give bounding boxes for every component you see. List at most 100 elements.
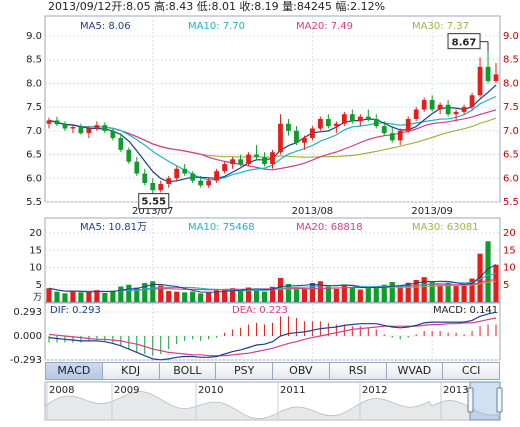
candle-body xyxy=(182,168,188,174)
tab-macd[interactable]: MACD xyxy=(45,362,103,380)
price-tick-right: 8.0 xyxy=(503,78,519,89)
overview-handle-right xyxy=(496,387,503,413)
volume-bar xyxy=(373,286,379,302)
overview-handle-left xyxy=(467,387,474,413)
overview-year-label: 2013 xyxy=(443,385,468,396)
candle-body xyxy=(78,127,84,134)
volume-bar xyxy=(309,283,316,302)
price-tick-left: 6.0 xyxy=(26,173,42,184)
candle-body xyxy=(118,137,124,150)
volume-bar xyxy=(62,293,68,302)
candle-body xyxy=(262,156,267,165)
candle-body xyxy=(62,124,68,129)
volume-bar xyxy=(453,286,459,302)
max-box xyxy=(447,33,481,50)
volume-bar xyxy=(445,283,451,302)
volume-bar xyxy=(269,286,276,302)
volume-bar xyxy=(341,284,347,302)
tab-obv[interactable]: OBV xyxy=(273,362,330,380)
volume-tick-right: 20 xyxy=(503,228,516,239)
price-tick-left: 6.5 xyxy=(26,150,42,161)
volume-bar xyxy=(150,281,156,302)
volume-bar xyxy=(317,281,323,302)
ma-legend-3: MA30: 7.37 xyxy=(412,21,469,32)
macd-tick: -0.293 xyxy=(10,355,42,366)
volume-bar xyxy=(158,285,164,302)
price-tick-left: 5.5 xyxy=(26,197,42,208)
volume-bar xyxy=(110,290,116,302)
candle-body xyxy=(318,119,323,129)
tab-wvad[interactable]: WVAD xyxy=(386,362,444,380)
volume-bar xyxy=(461,284,467,302)
price-tick-left: 9.0 xyxy=(26,31,42,42)
volume-bar xyxy=(86,291,92,302)
candle-body xyxy=(294,130,299,143)
max-label: 8.67 xyxy=(452,38,477,49)
volume-bar xyxy=(293,288,300,302)
candle-body xyxy=(405,119,411,131)
candle-body xyxy=(373,119,379,127)
volume-bar xyxy=(46,288,52,302)
candle-body xyxy=(158,183,164,191)
macd-panel-frame xyxy=(44,302,501,361)
volume-bar xyxy=(429,281,435,302)
month-label: 2013/09 xyxy=(411,206,453,217)
candle-body xyxy=(477,66,483,96)
tab-boll[interactable]: BOLL xyxy=(159,362,217,380)
volume-bar xyxy=(245,287,252,302)
price-tick-right: 6.5 xyxy=(503,150,519,161)
candle-body xyxy=(397,130,403,141)
candle-body xyxy=(302,137,307,143)
candle-body xyxy=(278,123,283,153)
volume-bar xyxy=(261,291,268,302)
dea-legend: DEA: 0.223 xyxy=(232,305,288,316)
quote-header: 2013/09/12开:8.05 高:8.43 低:8.01 收:8.19 量:… xyxy=(48,0,385,13)
candle-body xyxy=(357,116,363,122)
volume-bar xyxy=(477,253,483,302)
volume-bar xyxy=(134,287,140,302)
macd-tick: 0.000 xyxy=(13,331,42,342)
overview-year-label: 2009 xyxy=(114,385,139,396)
candle-body xyxy=(110,130,116,138)
candle-body xyxy=(413,109,419,119)
price-tick-left: 7.0 xyxy=(26,126,42,137)
candle-body xyxy=(142,173,148,184)
candle-body xyxy=(429,100,435,110)
volume-bar xyxy=(349,287,355,302)
candle-body xyxy=(134,161,140,174)
volume-bar xyxy=(397,286,403,302)
tab-cci[interactable]: CCI xyxy=(443,362,500,380)
vol-legend-2: MA20: 68818 xyxy=(296,222,363,233)
candle-body xyxy=(126,149,132,162)
volume-unit: 万 xyxy=(33,293,42,303)
dif-line xyxy=(48,311,497,361)
candle-body xyxy=(421,100,427,110)
candle-body xyxy=(349,114,355,122)
volume-bar xyxy=(301,288,308,302)
candle-body xyxy=(246,154,251,165)
indicator-tabs: MACD KDJ BOLL PSY OBV RSI WVAD CCI xyxy=(45,362,500,380)
volume-tick-right: 15 xyxy=(503,245,516,256)
price-tick-right: 9.0 xyxy=(503,31,519,42)
month-label: 2013/08 xyxy=(292,206,334,217)
volume-bar xyxy=(469,278,475,302)
volume-bar xyxy=(190,291,196,302)
tab-rsi[interactable]: RSI xyxy=(329,362,387,380)
vol-legend-1: MA10: 75468 xyxy=(188,222,255,233)
volume-bar xyxy=(357,289,363,302)
overview-area xyxy=(44,391,501,421)
volume-tick-left: 10 xyxy=(29,263,42,274)
tab-psy[interactable]: PSY xyxy=(216,362,273,380)
volume-bar xyxy=(102,293,108,302)
month-label: 2013/07 xyxy=(132,206,174,217)
price-tick-right: 7.0 xyxy=(503,126,519,137)
volume-bar xyxy=(389,281,395,302)
tab-kdj[interactable]: KDJ xyxy=(102,362,160,380)
candle-body xyxy=(254,154,259,157)
volume-tick-right: 5 xyxy=(503,280,509,291)
volume-bar xyxy=(381,284,387,302)
candle-body xyxy=(286,123,291,131)
overview-selection xyxy=(469,381,501,421)
volume-bar xyxy=(365,288,371,302)
